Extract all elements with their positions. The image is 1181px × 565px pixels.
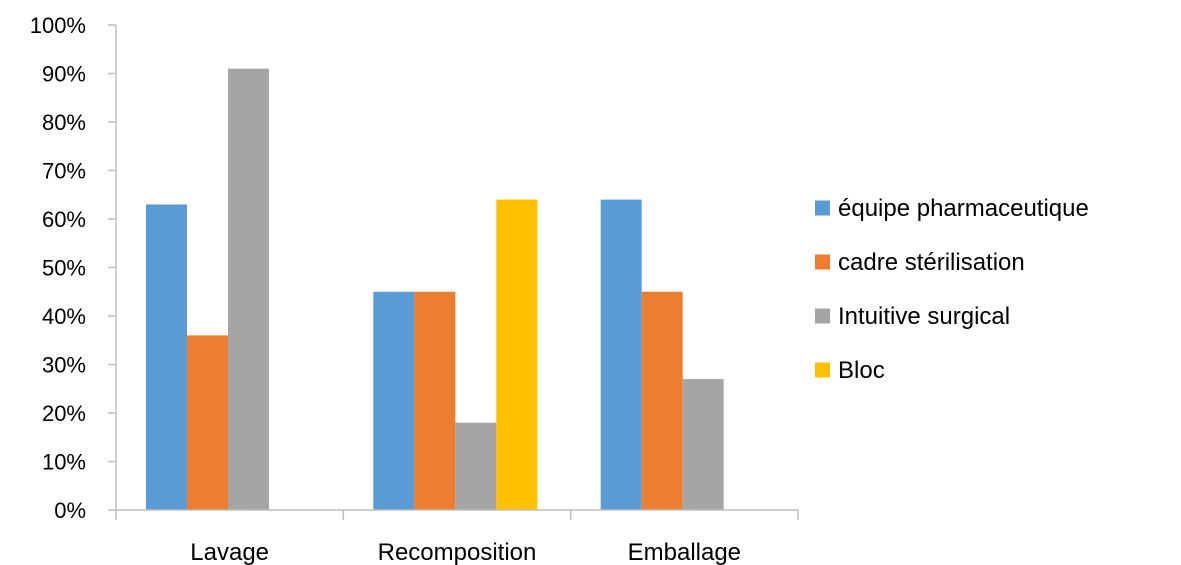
legend: équipe pharmaceutique cadre stérilisation… bbox=[815, 195, 1089, 384]
y-tick-label: 90% bbox=[42, 62, 86, 87]
x-axis: Lavage Recomposition Emballage bbox=[115, 509, 799, 565]
legend-label: cadre stérilisation bbox=[838, 249, 1025, 276]
y-tick-label: 10% bbox=[42, 450, 86, 475]
y-axis: 0% 10% 20% 30% 40% 50% 60% 70% 80% 90% 100% bbox=[30, 13, 117, 523]
legend-swatch bbox=[815, 254, 830, 270]
bar-lavage-series-3 bbox=[228, 68, 269, 511]
y-tick-label: 80% bbox=[42, 110, 86, 135]
y-tick-label: 100% bbox=[30, 13, 86, 38]
y-tick-label: 30% bbox=[42, 353, 86, 378]
bar-recomposition-series-1 bbox=[373, 291, 415, 510]
y-tick-label: 70% bbox=[42, 159, 86, 184]
x-category-label: Recomposition bbox=[378, 539, 537, 565]
legend-swatch bbox=[815, 200, 830, 216]
y-tick-label: 0% bbox=[54, 498, 86, 523]
bar-emballage-series-1 bbox=[600, 199, 642, 510]
bar-emballage-series-3 bbox=[682, 379, 724, 510]
legend-swatch bbox=[815, 308, 830, 324]
bars bbox=[146, 68, 724, 511]
bar-recomposition-series-4 bbox=[496, 199, 538, 510]
bar-recomposition-series-3 bbox=[455, 422, 497, 510]
y-tick-label: 50% bbox=[42, 256, 86, 281]
y-tick-label: 40% bbox=[42, 304, 86, 329]
legend-swatch bbox=[815, 362, 830, 378]
legend-label: équipe pharmaceutique bbox=[838, 195, 1089, 222]
bar-lavage-series-1 bbox=[146, 204, 187, 510]
x-category-label: Lavage bbox=[190, 539, 269, 565]
legend-label: Intuitive surgical bbox=[838, 303, 1010, 330]
bar-recomposition-series-2 bbox=[414, 291, 456, 510]
x-category-label: Emballage bbox=[628, 539, 741, 565]
legend-label: Bloc bbox=[838, 357, 885, 384]
bar-lavage-series-2 bbox=[187, 335, 228, 510]
y-tick-label: 60% bbox=[42, 207, 86, 232]
y-tick-label: 20% bbox=[42, 401, 86, 426]
bar-emballage-series-2 bbox=[641, 291, 683, 510]
